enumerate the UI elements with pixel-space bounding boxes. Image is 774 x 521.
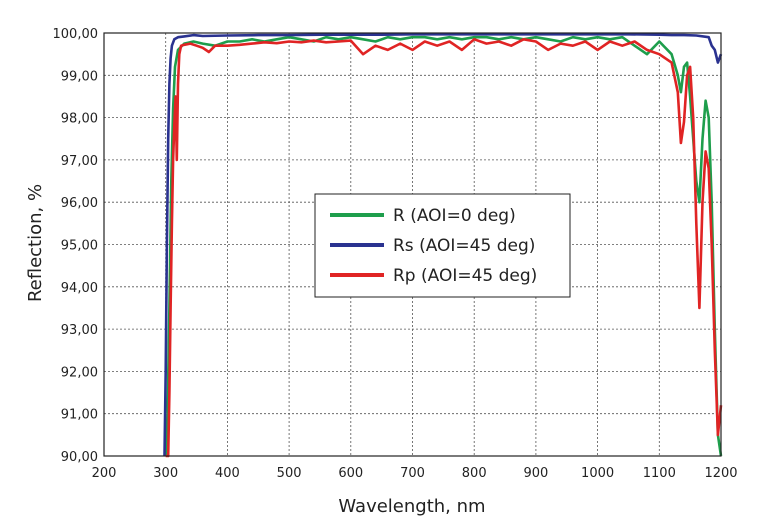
x-tick-label: 700 [400, 466, 425, 481]
x-tick-label: 400 [215, 466, 240, 481]
y-tick-label: 94,00 [61, 281, 98, 296]
y-tick-label: 93,00 [61, 323, 98, 338]
series-lines [163, 32, 723, 458]
series-line-rp [165, 37, 723, 458]
x-tick-label: 900 [523, 466, 548, 481]
x-tick-label: 600 [338, 466, 363, 481]
legend-label-rs: Rs (AOI=45 deg) [393, 236, 535, 256]
x-tick-label: 200 [92, 466, 117, 481]
series-line-rs [163, 32, 723, 457]
legend-label-rp: Rp (AOI=45 deg) [393, 266, 537, 286]
legend: R (AOI=0 deg) Rs (AOI=45 deg) Rp (AOI=45… [314, 193, 571, 298]
y-tick-label: 91,00 [61, 408, 98, 423]
tick-labels: 200 300 400 500 600 700 800 900 1000 1100 1200 90,0… [53, 27, 738, 481]
y-tick-label: 100,00 [53, 27, 99, 42]
x-tick-label: 500 [277, 466, 302, 481]
x-tick-label: 1000 [581, 466, 614, 481]
x-tick-label: 800 [462, 466, 487, 481]
y-tick-label: 90,00 [61, 450, 98, 465]
y-tick-label: 95,00 [61, 239, 98, 254]
y-tick-label: 92,00 [61, 365, 98, 380]
y-tick-label: 96,00 [61, 196, 98, 211]
y-axis-title: Reflection, % [25, 184, 46, 302]
x-tick-label: 300 [153, 466, 178, 481]
x-tick-label: 1200 [704, 466, 737, 481]
y-tick-label: 98,00 [61, 112, 98, 127]
series-line-r [164, 35, 723, 457]
x-axis-title: Wavelength, nm [338, 496, 485, 517]
y-tick-label: 97,00 [61, 154, 98, 169]
y-tick-label: 99,00 [61, 69, 98, 84]
legend-label-r: R (AOI=0 deg) [393, 206, 516, 226]
plot-frame [103, 32, 722, 457]
plot-area-border [103, 32, 722, 457]
x-tick-label: 1100 [643, 466, 676, 481]
